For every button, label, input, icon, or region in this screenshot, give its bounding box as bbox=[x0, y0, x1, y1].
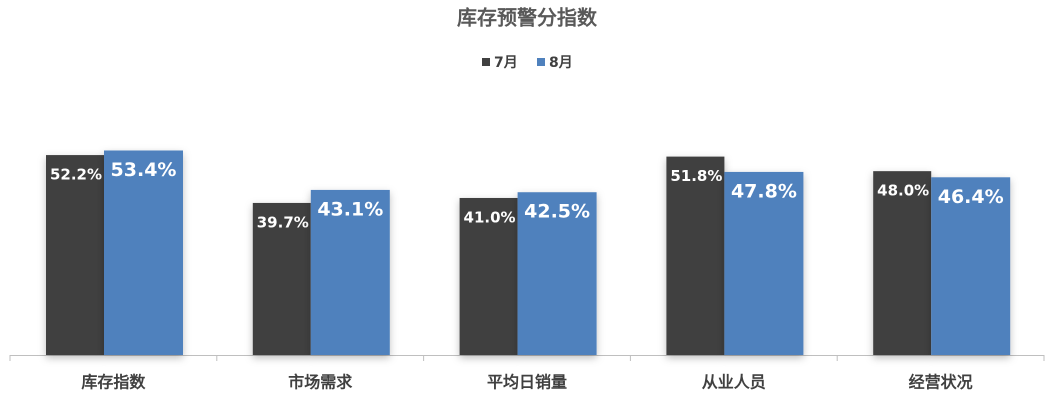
value-label: 48.0% bbox=[877, 182, 929, 200]
bar bbox=[666, 156, 725, 355]
x-tick-label: 经营状况 bbox=[909, 373, 973, 392]
value-label: 53.4% bbox=[111, 159, 177, 181]
legend-label: 7月 bbox=[494, 55, 518, 71]
legend-label: 8月 bbox=[549, 55, 573, 71]
value-label: 39.7% bbox=[257, 213, 309, 231]
legend-swatch bbox=[537, 58, 545, 66]
legend-swatch bbox=[482, 58, 490, 66]
bar bbox=[252, 202, 311, 355]
x-tick-label: 库存指数 bbox=[81, 373, 146, 392]
x-tick-label: 平均日销量 bbox=[487, 373, 567, 392]
bar bbox=[104, 150, 183, 355]
value-label: 51.8% bbox=[670, 167, 722, 185]
bar bbox=[46, 155, 104, 355]
value-label: 41.0% bbox=[464, 208, 516, 226]
x-tick-label: 市场需求 bbox=[288, 373, 353, 392]
bar bbox=[873, 171, 932, 355]
bar bbox=[931, 177, 1011, 355]
value-label: 46.4% bbox=[938, 186, 1004, 208]
x-tick-label: 从业人员 bbox=[702, 373, 766, 392]
bar bbox=[459, 197, 518, 355]
value-label: 43.1% bbox=[317, 198, 383, 220]
bar bbox=[517, 192, 597, 355]
value-label: 52.2% bbox=[50, 166, 102, 184]
chart-title: 库存预警分指数 bbox=[457, 6, 598, 30]
value-label: 47.8% bbox=[731, 180, 797, 202]
bar bbox=[310, 189, 390, 355]
bar bbox=[724, 171, 804, 355]
value-label: 42.5% bbox=[524, 201, 590, 223]
